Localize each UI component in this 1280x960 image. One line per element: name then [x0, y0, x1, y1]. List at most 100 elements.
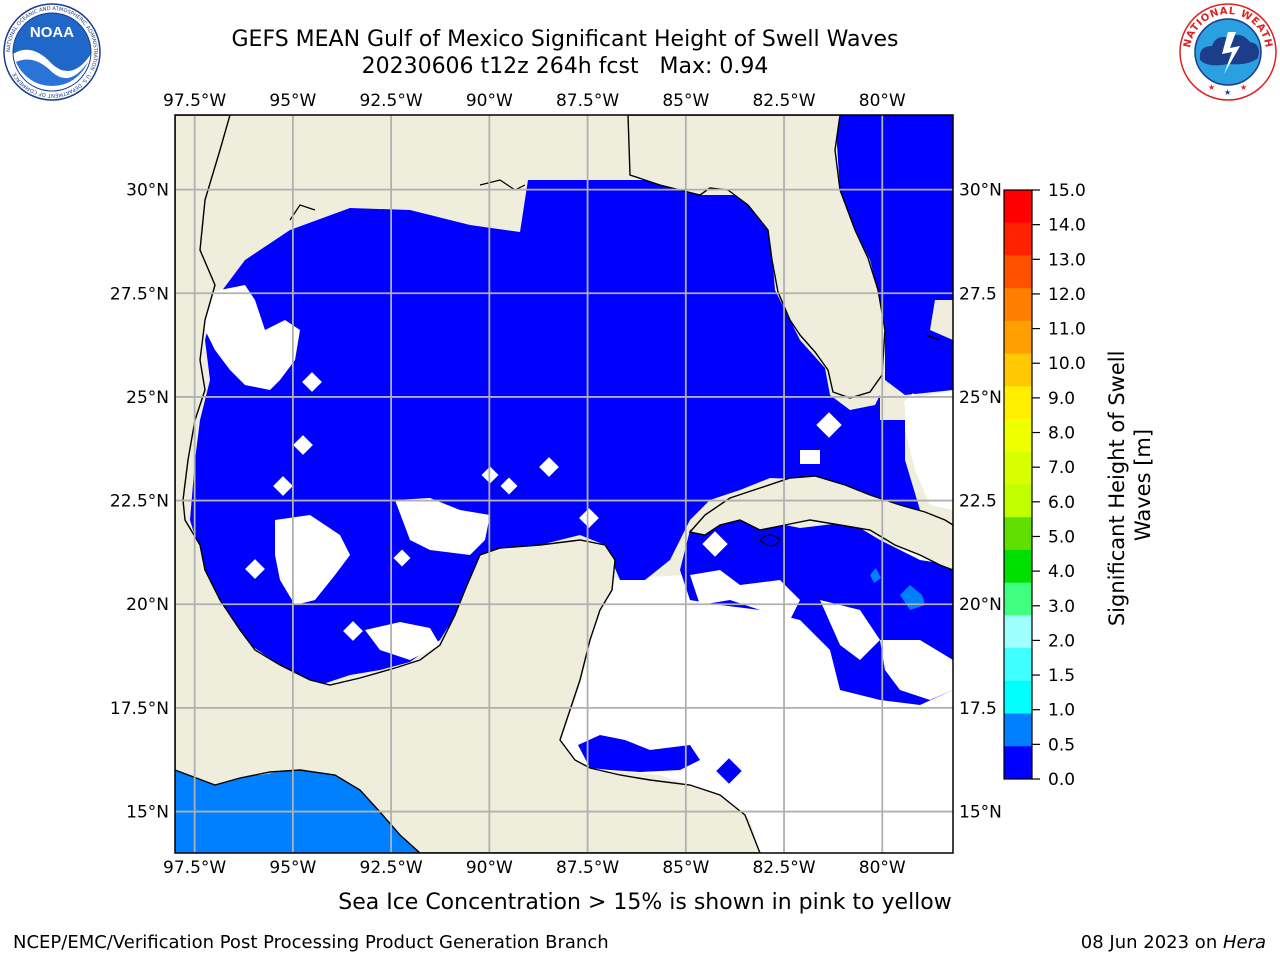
- swell-field-atlantic: [835, 115, 953, 395]
- latitude-label: 30°N: [126, 181, 169, 201]
- longitude-label: 90°W: [466, 858, 513, 878]
- latitude-label: 22.5: [959, 492, 997, 512]
- colorbar-segment: [1004, 713, 1032, 747]
- chart-title: GEFS MEAN Gulf of Mexico Significant Hei…: [231, 27, 899, 52]
- colorbar: 15.0 14.0 13.0 12.0 11.0 10.0 9.0 8.0 7.0 6.0 5.0 4…: [1003, 181, 1086, 790]
- colorbar-tick-label: 4.0: [1048, 562, 1075, 582]
- colorbar-segment: [1004, 484, 1032, 518]
- colorbar-segment: [1004, 320, 1032, 355]
- colorbar-label-line1: Significant Height of Swell: [1105, 351, 1129, 627]
- colorbar-tick-label: 0.5: [1048, 735, 1075, 755]
- longitude-label: 92.5°W: [360, 91, 423, 111]
- credit-line: NCEP/EMC/Verification Post Processing Pr…: [13, 932, 609, 953]
- colorbar-tick-label: 9.0: [1048, 389, 1075, 409]
- latitude-label: 15°N: [959, 803, 1002, 823]
- host-name: Hera: [1222, 932, 1266, 953]
- chart-subtitle: 20230606 t12z 264h fcst Max: 0.94: [361, 54, 769, 79]
- colorbar-segment: [1004, 190, 1032, 224]
- longitude-label: 82.5°W: [752, 858, 815, 878]
- colorbar-tick-label: 15.0: [1048, 181, 1086, 201]
- colorbar-segment: [1004, 680, 1032, 715]
- colorbar-tick-label: 7.0: [1048, 458, 1075, 478]
- colorbar-label-line2: Waves [m]: [1131, 429, 1155, 541]
- longitude-label: 97.5°W: [163, 858, 226, 878]
- colorbar-segment: [1004, 615, 1032, 649]
- date-line: 08 Jun 2023 on Hera: [1081, 932, 1266, 953]
- colorbar-tick-label: 11.0: [1048, 320, 1086, 340]
- map-frame: [174, 114, 954, 854]
- longitude-label: 80°W: [859, 91, 906, 111]
- longitude-label: 95°W: [269, 91, 316, 111]
- run-date: 08 Jun 2023 on: [1080, 932, 1223, 953]
- longitude-label: 82.5°W: [752, 91, 815, 111]
- colorbar-segment: [1004, 288, 1032, 322]
- colorbar-segment: [1004, 582, 1032, 616]
- colorbar-segment: [1004, 386, 1032, 420]
- colorbar-segment: [1004, 648, 1032, 682]
- latitude-labels-left: 30°N 27.5°N 25°N 22.5°N 20°N 17.5°N 15°N: [110, 181, 169, 823]
- svg-text:★: ★: [1224, 88, 1231, 97]
- longitude-label: 87.5°W: [556, 91, 619, 111]
- colorbar-label: Significant Height of Swell Waves [m]: [1105, 344, 1155, 626]
- colorbar-segment: [1004, 451, 1032, 485]
- swell-patch-mid: [870, 568, 881, 583]
- svg-text:★: ★: [1240, 83, 1247, 92]
- colorbar-tick-label: 10.0: [1048, 354, 1086, 374]
- longitude-label: 95°W: [269, 858, 316, 878]
- latitude-label: 15°N: [126, 803, 169, 823]
- latitude-label: 25°N: [126, 388, 169, 408]
- colorbar-segment: [1004, 549, 1032, 584]
- no-data-region-bahamas: [905, 390, 953, 510]
- land-cuba: [688, 475, 953, 571]
- colorbar-segment: [1004, 419, 1032, 453]
- latitude-label: 20°N: [959, 595, 1002, 615]
- svg-text:NOAA: NOAA: [30, 24, 74, 41]
- colorbar-tick-label: 6.0: [1048, 493, 1075, 513]
- colorbar-tick-label: 2.0: [1048, 631, 1075, 651]
- latitude-label: 17.5: [959, 699, 997, 719]
- colorbar-segment: [1004, 255, 1032, 289]
- colorbar-tick-label: 0.0: [1048, 770, 1075, 790]
- latitude-labels-right: 30°N 27.5 25°N 22.5 20°N 17.5 15°N: [959, 181, 1002, 823]
- coastline: [175, 115, 953, 853]
- colorbar-tick-label: 1.5: [1048, 666, 1075, 686]
- gridlines: [175, 115, 953, 853]
- latitude-label: 30°N: [959, 181, 1002, 201]
- longitude-label: 90°W: [466, 91, 513, 111]
- colorbar-segment: [1004, 222, 1032, 256]
- latitude-label: 27.5°N: [110, 284, 169, 304]
- colorbar-tick-label: 5.0: [1048, 527, 1075, 547]
- longitude-labels-bottom: 97.5°W 95°W 92.5°W 90°W 87.5°W 85°W 82.5°W 80°W: [163, 858, 906, 878]
- longitude-label: 85°W: [662, 91, 709, 111]
- sea-ice-note: Sea Ice Concentration > 15% is shown in …: [338, 890, 952, 915]
- colorbar-segment: [1004, 746, 1032, 780]
- longitude-label: 92.5°W: [360, 858, 423, 878]
- swell-patch: [716, 758, 742, 784]
- colorbar-segment: [1004, 353, 1032, 387]
- swell-field-gulf: [190, 180, 920, 685]
- latitude-label: 25°N: [959, 388, 1002, 408]
- longitude-label: 97.5°W: [163, 91, 226, 111]
- longitude-label: 85°W: [662, 858, 709, 878]
- colorbar-segment: [1004, 517, 1032, 551]
- colorbar-tick-label: 12.0: [1048, 285, 1086, 305]
- latitude-label: 27.5: [959, 284, 997, 304]
- colorbar-tick-label: 3.0: [1048, 597, 1075, 617]
- latitude-label: 22.5°N: [110, 492, 169, 512]
- latitude-label: 20°N: [126, 595, 169, 615]
- nws-logo: NATIONAL WEATHER SERVICE ★ ★ ★: [1178, 2, 1277, 101]
- colorbar-frame: [1003, 189, 1033, 780]
- land-florida: [627, 115, 886, 399]
- colorbar-tick-label: 13.0: [1048, 250, 1086, 270]
- swell-patch-honduras: [578, 735, 700, 772]
- noaa-logo: NOAA NATIONAL OCEANIC AND ATMOSPHERIC AD…: [3, 3, 101, 101]
- latitude-label: 17.5°N: [110, 699, 169, 719]
- map-plot-area: [175, 115, 953, 853]
- colorbar-tick-label: 8.0: [1048, 424, 1075, 444]
- longitude-label: 87.5°W: [556, 858, 619, 878]
- longitude-labels-top: 97.5°W 95°W 92.5°W 90°W 87.5°W 85°W 82.5°W 80°W: [163, 91, 906, 111]
- longitude-label: 80°W: [859, 858, 906, 878]
- colorbar-tick-label: 1.0: [1048, 701, 1075, 721]
- svg-text:★: ★: [1208, 83, 1215, 92]
